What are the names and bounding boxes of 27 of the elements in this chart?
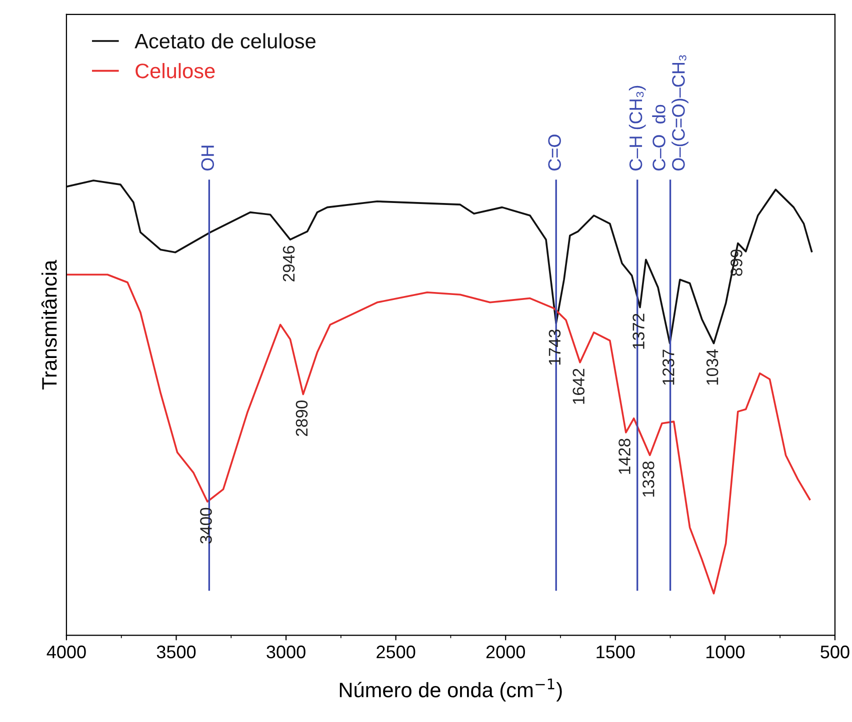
ref-line-label: C–H (CH₃) bbox=[628, 86, 646, 170]
annotation: 1428 bbox=[618, 438, 630, 474]
x-tick-label: 4000 bbox=[46, 646, 86, 658]
x-tick-label: 2500 bbox=[376, 646, 416, 658]
ref-line-label: C–O do O–(C=O)–CH₃ bbox=[652, 55, 688, 171]
y-axis-title: Transmitância bbox=[41, 260, 57, 390]
x-tick-label: 1500 bbox=[596, 646, 635, 658]
x-tick-label: 3500 bbox=[156, 646, 196, 658]
x-tick-label: 1000 bbox=[706, 646, 745, 658]
annotation: 3400 bbox=[200, 508, 212, 544]
annotation: 1372 bbox=[632, 314, 644, 349]
x-tick-label: 2000 bbox=[486, 646, 525, 658]
ref-line-label: OH bbox=[201, 146, 214, 171]
annotation: 1743 bbox=[548, 330, 561, 365]
annotation: 2890 bbox=[296, 400, 308, 436]
annotation: 1642 bbox=[572, 368, 585, 404]
x-tick-label: 3000 bbox=[266, 646, 306, 658]
annotation: 2946 bbox=[282, 246, 295, 282]
annotation: 1237 bbox=[662, 350, 674, 385]
x-axis-title: Número de onda (cm$^{−1}$) bbox=[340, 678, 562, 702]
ref-line-label: C=O bbox=[548, 134, 561, 170]
annotation: 1338 bbox=[642, 462, 654, 497]
legend-label: Acetato de celulose bbox=[134, 33, 316, 48]
annotation: 899 bbox=[730, 250, 742, 276]
annotation: 1034 bbox=[706, 349, 718, 385]
legend-label: Celulose bbox=[136, 63, 215, 78]
x-tick-label: 500 bbox=[820, 646, 850, 658]
